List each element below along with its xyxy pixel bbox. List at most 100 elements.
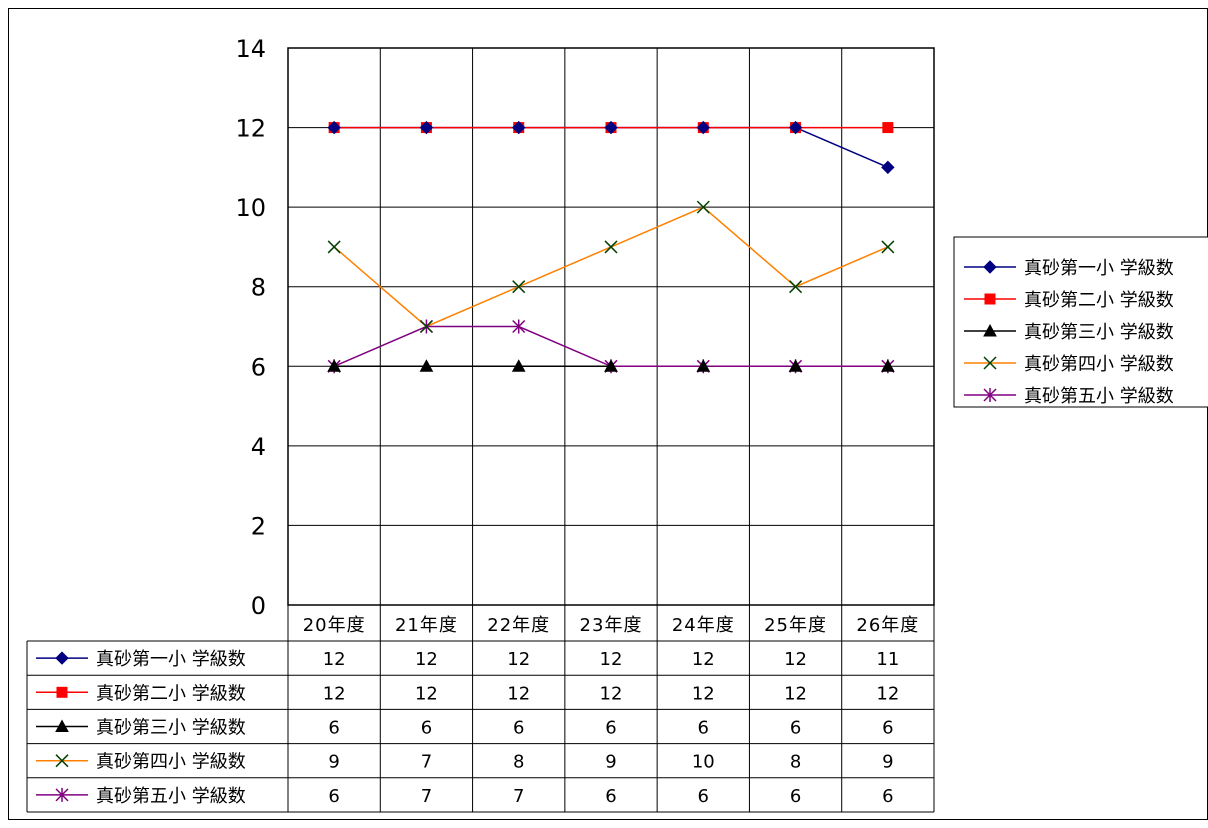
data-point <box>983 388 997 402</box>
y-tick-label: 6 <box>251 353 266 381</box>
table-value: 6 <box>790 718 801 739</box>
y-tick-label: 14 <box>235 35 266 63</box>
y-tick-label: 12 <box>235 115 266 143</box>
table-value: 6 <box>790 786 801 807</box>
table-value: 9 <box>605 752 616 773</box>
data-point <box>983 323 997 337</box>
marker-stroke <box>696 200 710 214</box>
table-value: 11 <box>876 649 899 670</box>
data-point <box>511 359 526 372</box>
table-value: 8 <box>513 752 524 773</box>
table-value: 12 <box>692 683 715 704</box>
table-legend-key <box>36 754 88 768</box>
x-tick-label: 24年度 <box>672 615 735 636</box>
table-value: 12 <box>507 683 530 704</box>
data-point <box>696 359 711 372</box>
table-series-name: 真砂第四小 学級数 <box>96 752 246 773</box>
table-value: 6 <box>882 786 893 807</box>
table-value: 6 <box>882 718 893 739</box>
table-legend-key <box>36 686 88 698</box>
data-point <box>604 120 618 135</box>
data-point <box>788 359 803 372</box>
series-markers <box>327 120 895 175</box>
y-tick-label: 4 <box>251 433 266 461</box>
data-point <box>327 359 341 372</box>
table-value: 7 <box>513 786 524 807</box>
table-value: 8 <box>790 752 801 773</box>
x-tick-label: 22年度 <box>487 615 550 636</box>
table-value: 12 <box>323 649 346 670</box>
data-point <box>983 356 997 370</box>
data-point <box>55 719 69 732</box>
table-series-name: 真砂第二小 学級数 <box>96 683 246 704</box>
table-value: 6 <box>328 718 339 739</box>
legend-key <box>964 356 1016 370</box>
data-point <box>604 240 618 254</box>
table-value: 6 <box>698 786 709 807</box>
data-point <box>512 120 526 135</box>
marker-stroke <box>512 280 526 294</box>
data-point <box>419 359 434 372</box>
x-tick-label: 25年度 <box>764 615 827 636</box>
data-point <box>881 359 895 372</box>
data-point <box>512 280 526 294</box>
legend-key <box>964 293 1016 305</box>
legend-label: 真砂第五小 学級数 <box>1024 386 1174 407</box>
data-point <box>696 200 710 214</box>
legend-box <box>953 236 1208 408</box>
data-point <box>55 787 69 802</box>
series-markers <box>327 200 895 334</box>
data-point <box>55 754 69 768</box>
marker-stroke <box>881 240 895 254</box>
y-tick-label: 10 <box>235 194 266 222</box>
data-point <box>881 240 895 254</box>
data-point <box>419 120 434 135</box>
table-value: 10 <box>692 752 715 773</box>
table-value: 6 <box>421 718 432 739</box>
table-value: 6 <box>513 718 524 739</box>
table-value: 9 <box>328 752 339 773</box>
data-point <box>327 120 341 135</box>
data-point <box>419 319 433 334</box>
marker-stroke <box>327 240 341 254</box>
table-value: 12 <box>600 683 623 704</box>
y-tick-label: 8 <box>251 274 266 302</box>
data-point <box>327 240 341 254</box>
legend-label: 真砂第一小 学級数 <box>1024 258 1174 279</box>
x-tick-label: 26年度 <box>856 615 919 636</box>
series-markers <box>327 359 895 372</box>
data-point <box>983 260 997 274</box>
table-value: 12 <box>784 683 807 704</box>
legend-label: 真砂第四小 学級数 <box>1024 354 1174 375</box>
data-point <box>604 359 618 372</box>
table-value: 12 <box>876 683 899 704</box>
data-point <box>882 122 894 134</box>
x-tick-label: 21年度 <box>395 615 458 636</box>
data-point <box>881 160 895 175</box>
data-point <box>55 651 69 665</box>
data-point <box>789 280 803 294</box>
legend-label: 真砂第三小 学級数 <box>1024 322 1174 343</box>
marker-stroke <box>789 280 803 294</box>
data-point <box>56 686 68 698</box>
table-value: 12 <box>784 649 807 670</box>
table-value: 7 <box>421 786 432 807</box>
y-tick-label: 0 <box>251 592 266 620</box>
table-value: 12 <box>323 683 346 704</box>
table-value: 12 <box>415 683 438 704</box>
data-point <box>696 120 710 135</box>
legend-label: 真砂第二小 学級数 <box>1024 290 1174 311</box>
legend-key <box>964 388 1016 402</box>
table-series-name: 真砂第五小 学級数 <box>96 786 246 807</box>
data-point <box>984 293 996 305</box>
table-series-name: 真砂第一小 学級数 <box>96 649 246 670</box>
marker-stroke <box>604 240 618 254</box>
table-value: 6 <box>605 718 616 739</box>
x-tick-label: 23年度 <box>580 615 643 636</box>
table-value: 6 <box>605 786 616 807</box>
table-legend-key <box>36 651 88 665</box>
